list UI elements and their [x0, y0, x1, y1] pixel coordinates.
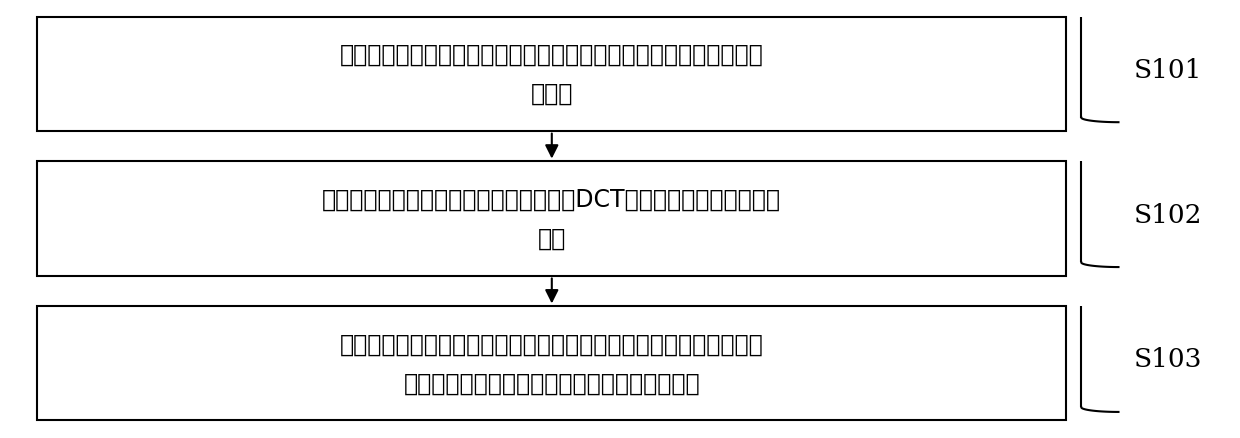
- Bar: [37, 162, 1066, 276]
- Text: 获取离散余弦变换系数为中频的目标位置，并将待隐藏信息嵌入至所
述目标位置，得到可逆的信息隐藏后的遥感图像: 获取离散余弦变换系数为中频的目标位置，并将待隐藏信息嵌入至所 述目标位置，得到可…: [340, 332, 764, 395]
- Text: 采用亚仿射变换置乱对信息补全后的遥感图像进行预处理，得到预处
理图像: 采用亚仿射变换置乱对信息补全后的遥感图像进行预处理，得到预处 理图像: [340, 43, 764, 106]
- Text: S101: S101: [1133, 58, 1202, 82]
- Text: S103: S103: [1133, 347, 1202, 371]
- Text: S102: S102: [1133, 202, 1202, 227]
- Text: 对所述预处理图像进行二维离散余弦变换DCT处理，得到离散余弦变换
系数: 对所述预处理图像进行二维离散余弦变换DCT处理，得到离散余弦变换 系数: [322, 187, 781, 251]
- Bar: [37, 307, 1066, 420]
- Bar: [37, 18, 1066, 131]
